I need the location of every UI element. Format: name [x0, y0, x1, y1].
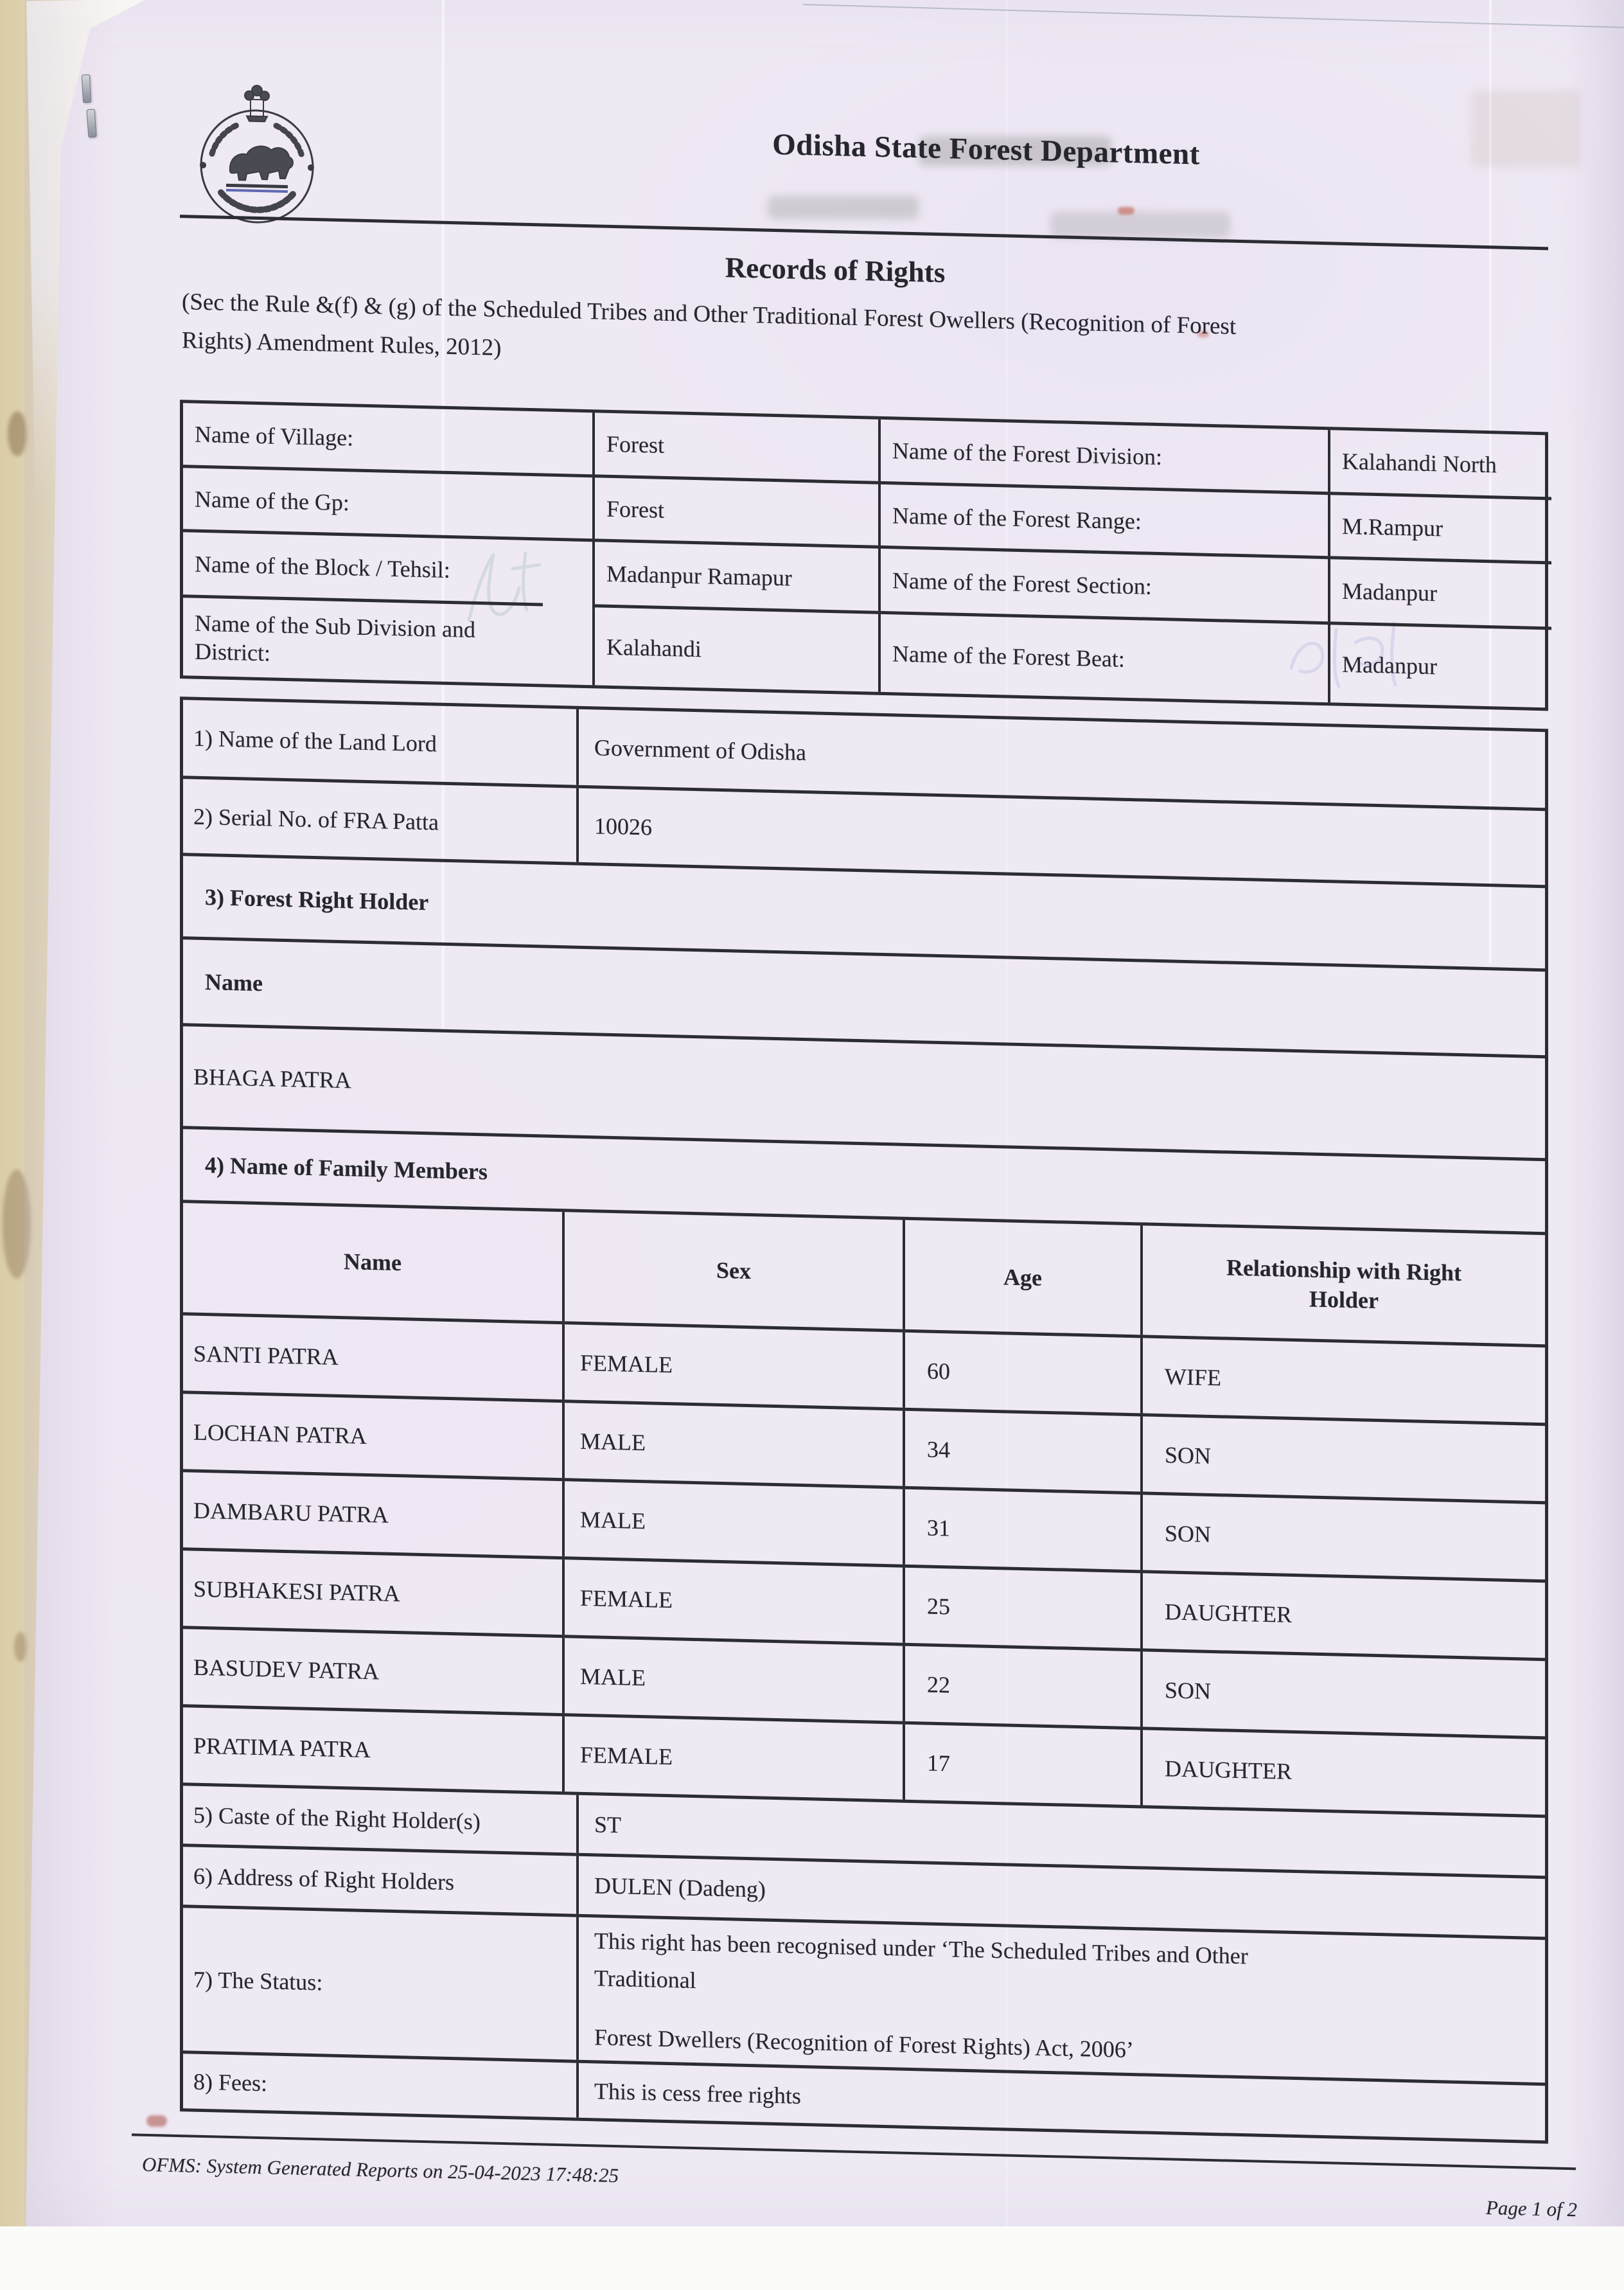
document-title: Records of Rights — [725, 251, 946, 289]
bleed-through-smudge — [1050, 212, 1230, 238]
member-age: 17 — [903, 1724, 1140, 1806]
page-number: Page 1 of 2 — [1485, 2196, 1577, 2221]
odisha-state-emblem-icon — [200, 84, 314, 224]
column-header: Relationship with Right Holder — [1140, 1225, 1545, 1345]
location-table: Name of Village: Forest Name of the Fore… — [180, 400, 1551, 711]
scan-stain — [14, 1632, 27, 1662]
member-name: PRATIMA PATRA — [193, 1732, 371, 1762]
bleed-through-smudge — [768, 196, 919, 219]
member-relationship: SON — [1140, 1416, 1545, 1502]
scanner-streak — [442, 0, 445, 1028]
red-speck — [1197, 331, 1209, 337]
paper-left-shade — [24, 0, 121, 2226]
member-relationship: WIFE — [1140, 1338, 1545, 1423]
value-cell: Madanpur — [1328, 621, 1551, 708]
member-age: 22 — [903, 1646, 1140, 1727]
member-relationship: DAUGHTER — [1140, 1730, 1545, 1815]
label-cell: Name of the Gp: — [183, 465, 592, 539]
label-cell: Name of the Forest Section: — [878, 545, 1328, 622]
label-cell: 6) Address of Right Holders — [193, 1863, 454, 1895]
value-cell: Madanpur Ramapur — [592, 538, 878, 611]
paper-right-shade — [1566, 0, 1624, 2226]
label-cell: 7) The Status: — [193, 1966, 323, 1996]
member-relationship: DAUGHTER — [1140, 1573, 1545, 1658]
department-title: Odisha State Forest Department — [772, 127, 1200, 172]
member-age: 60 — [903, 1332, 1140, 1414]
document-subtitle: (Sec the Rule &(f) & (g) of the Schedule… — [182, 283, 1589, 393]
label-cell: Name of the Forest Range: — [878, 481, 1328, 556]
document-paper — [26, 0, 1624, 2226]
red-speck — [146, 2115, 167, 2127]
member-sex: MALE — [562, 1403, 903, 1486]
red-speck — [1118, 207, 1134, 215]
label-cell: Name of the Sub Division and District: — [183, 594, 543, 684]
scanner-streak — [1489, 0, 1492, 964]
footer-generated-text: OFMS: System Generated Reports on 25-04-… — [142, 2152, 619, 2187]
value-cell: Forest — [592, 474, 878, 546]
scan-stain — [8, 411, 27, 456]
value-cell: Kalahandi North — [1328, 430, 1551, 497]
status-line: Forest Dwellers (Recognition of Forest R… — [594, 2024, 1134, 2063]
value-cell: Madanpur — [1328, 556, 1551, 627]
label-cell: 2) Serial No. of FRA Patta — [193, 803, 439, 835]
label-cell: 8) Fees: — [193, 2068, 267, 2096]
label-cell: Name of the Forest Beat: — [878, 610, 1328, 703]
handwritten-mark-teal — [467, 551, 542, 622]
handwritten-mark-blue — [1289, 621, 1397, 688]
member-name: LOCHAN PATRA — [193, 1419, 367, 1449]
member-sex: FEMALE — [562, 1324, 903, 1408]
column-header: Name — [344, 1248, 402, 1276]
member-sex: MALE — [562, 1481, 903, 1565]
member-sex: FEMALE — [562, 1559, 903, 1643]
column-header: Sex — [562, 1212, 903, 1329]
scan-stain — [3, 1169, 31, 1279]
member-name: SANTI PATRA — [193, 1340, 339, 1370]
member-name: BASUDEV PATRA — [193, 1654, 380, 1684]
bleed-through-smudge — [919, 136, 1111, 166]
member-relationship: SON — [1140, 1495, 1545, 1580]
label-cell: 5) Caste of the Right Holder(s) — [193, 1802, 481, 1835]
member-age: 25 — [903, 1567, 1140, 1649]
label-cell: Name of the Forest Division: — [878, 419, 1328, 492]
member-name: DAMBARU PATRA — [193, 1497, 389, 1528]
status-value-cell: This right has been recognised under ‘Th… — [576, 1917, 1545, 2083]
member-age: 34 — [903, 1410, 1140, 1492]
value-cell: M.Rampur — [1328, 492, 1551, 562]
column-header: Age — [903, 1220, 1140, 1335]
record-table: 1) Name of the Land Lord Government of O… — [180, 697, 1548, 2144]
member-age: 31 — [903, 1489, 1140, 1570]
member-sex: FEMALE — [562, 1716, 903, 1800]
bleed-through-smudge — [1471, 90, 1580, 167]
member-name: SUBHAKESI PATRA — [193, 1575, 400, 1606]
label-cell: 1) Name of the Land Lord — [193, 725, 437, 757]
value-cell: Forest — [592, 413, 878, 481]
document-content: Odisha State Forest Department Records o… — [67, 0, 1624, 2290]
status-line: Traditional — [594, 1965, 696, 1994]
member-relationship: SON — [1140, 1651, 1545, 1737]
member-sex: MALE — [562, 1638, 903, 1721]
value-cell: Kalahandi — [592, 604, 878, 692]
label-cell: Name of Village: — [195, 421, 354, 451]
label-cell: Name of the Block / Tehsil: — [183, 529, 592, 605]
scanner-streak — [1006, 0, 1008, 2226]
header-divider — [180, 215, 1548, 251]
